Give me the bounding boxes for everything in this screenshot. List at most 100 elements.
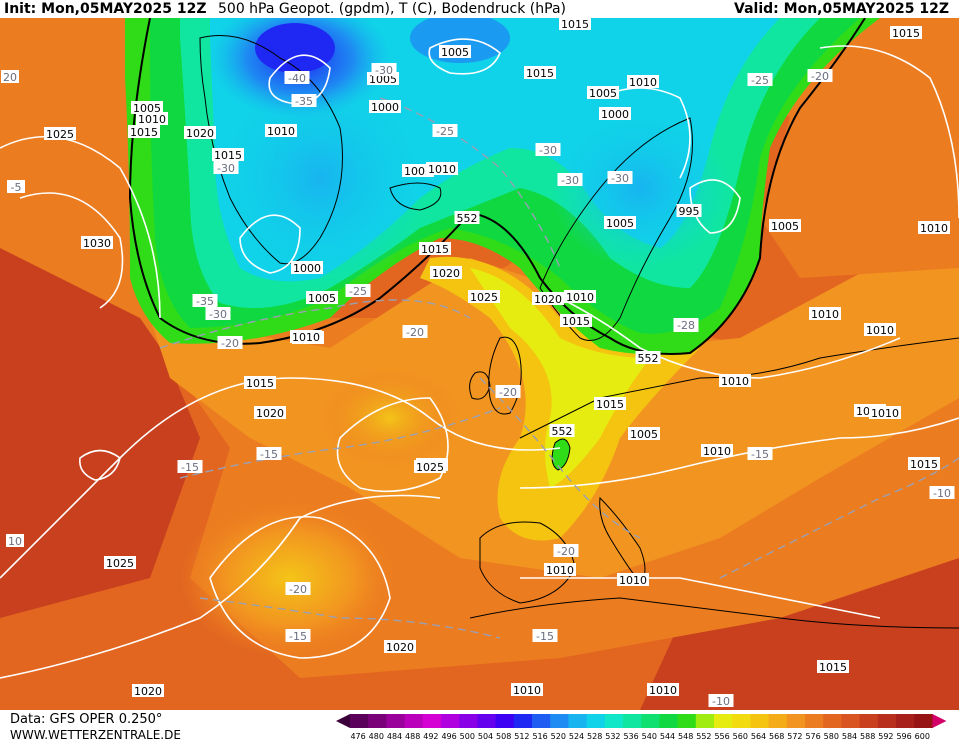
isobar-label-bg bbox=[426, 162, 458, 175]
temp-label-bg bbox=[177, 460, 203, 473]
isobar-label-bg bbox=[290, 330, 322, 343]
temp-label: -35 bbox=[196, 295, 214, 308]
temp-label-bg bbox=[284, 71, 310, 84]
legend-swatch bbox=[568, 714, 588, 728]
temp-label: -30 bbox=[561, 174, 579, 187]
isobar-label: 1010 bbox=[920, 222, 948, 235]
yellow-ridge-core bbox=[470, 268, 650, 488]
temp-label-bg bbox=[557, 173, 583, 186]
isobar-label: 1010 bbox=[566, 291, 594, 304]
legend-tick-label: 552 bbox=[696, 732, 711, 740]
legend-swatch bbox=[805, 714, 824, 728]
isobar-label: 1015 bbox=[910, 458, 938, 471]
isobar-label-bg bbox=[212, 148, 244, 161]
chart-title: 500 hPa Geopot. (gpdm), T (C), Bodendruc… bbox=[218, 1, 566, 17]
isobar-label: 1020 bbox=[386, 641, 414, 654]
temp-label: -10 bbox=[933, 487, 951, 500]
legend-tick-label: 576 bbox=[805, 732, 820, 740]
isobar-label-bg bbox=[599, 107, 631, 120]
isobar-label: 1010 bbox=[871, 407, 899, 420]
isobar-label-bg bbox=[184, 126, 216, 139]
isobar-label-bg bbox=[430, 266, 462, 279]
legend-swatch bbox=[877, 714, 897, 728]
isobar-label: 1005 bbox=[308, 292, 336, 305]
isobar-label-bg bbox=[864, 323, 896, 336]
isobar-label-bg bbox=[132, 684, 164, 697]
temp-label: -15 bbox=[751, 448, 769, 461]
isobar-label-bg bbox=[719, 374, 751, 387]
temp-label: -40 bbox=[288, 72, 306, 85]
legend-swatch bbox=[404, 714, 424, 728]
isobar-label-bg bbox=[604, 216, 636, 229]
chart-footer: Data: GFS OPER 0.250° WWW.WETTERZENTRALE… bbox=[0, 710, 959, 742]
temp-label-bg bbox=[205, 307, 231, 320]
temp-label: -20 bbox=[221, 337, 239, 350]
alps-cold-pocket bbox=[551, 438, 571, 471]
isobar-label-bg bbox=[81, 236, 113, 249]
temp-label-bg bbox=[747, 447, 773, 460]
legend-tick-label: 556 bbox=[714, 732, 729, 740]
isobar-label: 1010 bbox=[619, 574, 647, 587]
atlantic-warm-core bbox=[320, 368, 460, 468]
legend-tick-label: 584 bbox=[842, 732, 857, 740]
legend-swatch bbox=[768, 714, 788, 728]
isobar-label-bg bbox=[265, 124, 297, 137]
temp-label-bg bbox=[7, 180, 25, 193]
isobar-label: 1020 bbox=[256, 407, 284, 420]
isobar-label-bg bbox=[809, 307, 841, 320]
legend-tick-label: 520 bbox=[551, 732, 566, 740]
isobar-label-bg bbox=[560, 314, 592, 327]
legend-tick-label: 536 bbox=[623, 732, 638, 740]
legend-swatch bbox=[550, 714, 569, 728]
temp-label-bg bbox=[256, 447, 282, 460]
temp-label-bg bbox=[708, 694, 734, 707]
temp-label: -15 bbox=[289, 630, 307, 643]
temp-label: -30 bbox=[375, 64, 393, 77]
isobar-label: 1000 bbox=[371, 101, 399, 114]
isobar-label-bg bbox=[104, 556, 136, 569]
iceland-coast bbox=[389, 182, 442, 211]
legend-swatch bbox=[641, 714, 660, 728]
isobar-label-bg bbox=[419, 242, 451, 255]
temp-label: -5 bbox=[11, 181, 22, 194]
legend-swatch bbox=[914, 714, 933, 728]
legend-swatch bbox=[532, 714, 551, 728]
legend-tick-label: 544 bbox=[660, 732, 675, 740]
temp-label-bg bbox=[402, 325, 428, 338]
legend-swatch bbox=[677, 714, 697, 728]
data-source: Data: GFS OPER 0.250° bbox=[10, 712, 163, 727]
website-credit: WWW.WETTERZENTRALE.DE bbox=[10, 728, 181, 742]
temp-label-bg bbox=[607, 171, 633, 184]
temp-label: -20 bbox=[811, 70, 829, 83]
isobar-label: 1005 bbox=[404, 165, 432, 178]
legend-tick-label: 516 bbox=[532, 732, 547, 740]
isobar-label: 1025 bbox=[106, 557, 134, 570]
isobar-label: 1010 bbox=[428, 163, 456, 176]
isobar bbox=[239, 214, 301, 274]
valid-time: Valid: Mon,05MAY2025 12Z bbox=[734, 1, 949, 17]
isobar-label: 1015 bbox=[214, 149, 242, 162]
isobar-label-bg bbox=[511, 683, 543, 696]
legend-swatch bbox=[623, 714, 642, 728]
isobar-label-bg bbox=[291, 261, 323, 274]
isobar-label-bg bbox=[918, 221, 950, 234]
isobar-label-bg bbox=[524, 66, 556, 79]
isobar-label-bg bbox=[414, 460, 446, 473]
legend-swatch bbox=[422, 714, 442, 728]
legend-tick-label: 476 bbox=[350, 732, 365, 740]
isotherm bbox=[719, 457, 959, 579]
legend-tick-label: 600 bbox=[915, 732, 930, 740]
temp-label-bg bbox=[1, 70, 19, 83]
legend-swatch bbox=[659, 714, 679, 728]
isobar-label-bg bbox=[628, 427, 660, 440]
isobar bbox=[599, 87, 691, 179]
isobar-label: 1020 bbox=[432, 267, 460, 280]
isobar-label: 1005 bbox=[369, 73, 397, 86]
temp-label-bg bbox=[217, 336, 243, 349]
height-labels: 552 552 552 bbox=[454, 211, 661, 438]
temp-label: -15 bbox=[260, 448, 278, 461]
isotherm bbox=[179, 407, 501, 479]
temperature-labels: -40-35-30-25-30-30-30-25-25-20-35-30-20-… bbox=[1, 63, 955, 708]
temp-label: -15 bbox=[536, 630, 554, 643]
